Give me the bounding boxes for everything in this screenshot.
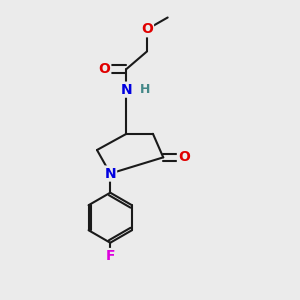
Text: N: N: [121, 82, 132, 97]
Text: N: N: [104, 167, 116, 181]
Text: O: O: [98, 62, 110, 76]
Text: O: O: [178, 150, 190, 164]
Text: F: F: [106, 249, 115, 263]
Text: O: O: [141, 22, 153, 36]
Text: H: H: [140, 83, 150, 96]
